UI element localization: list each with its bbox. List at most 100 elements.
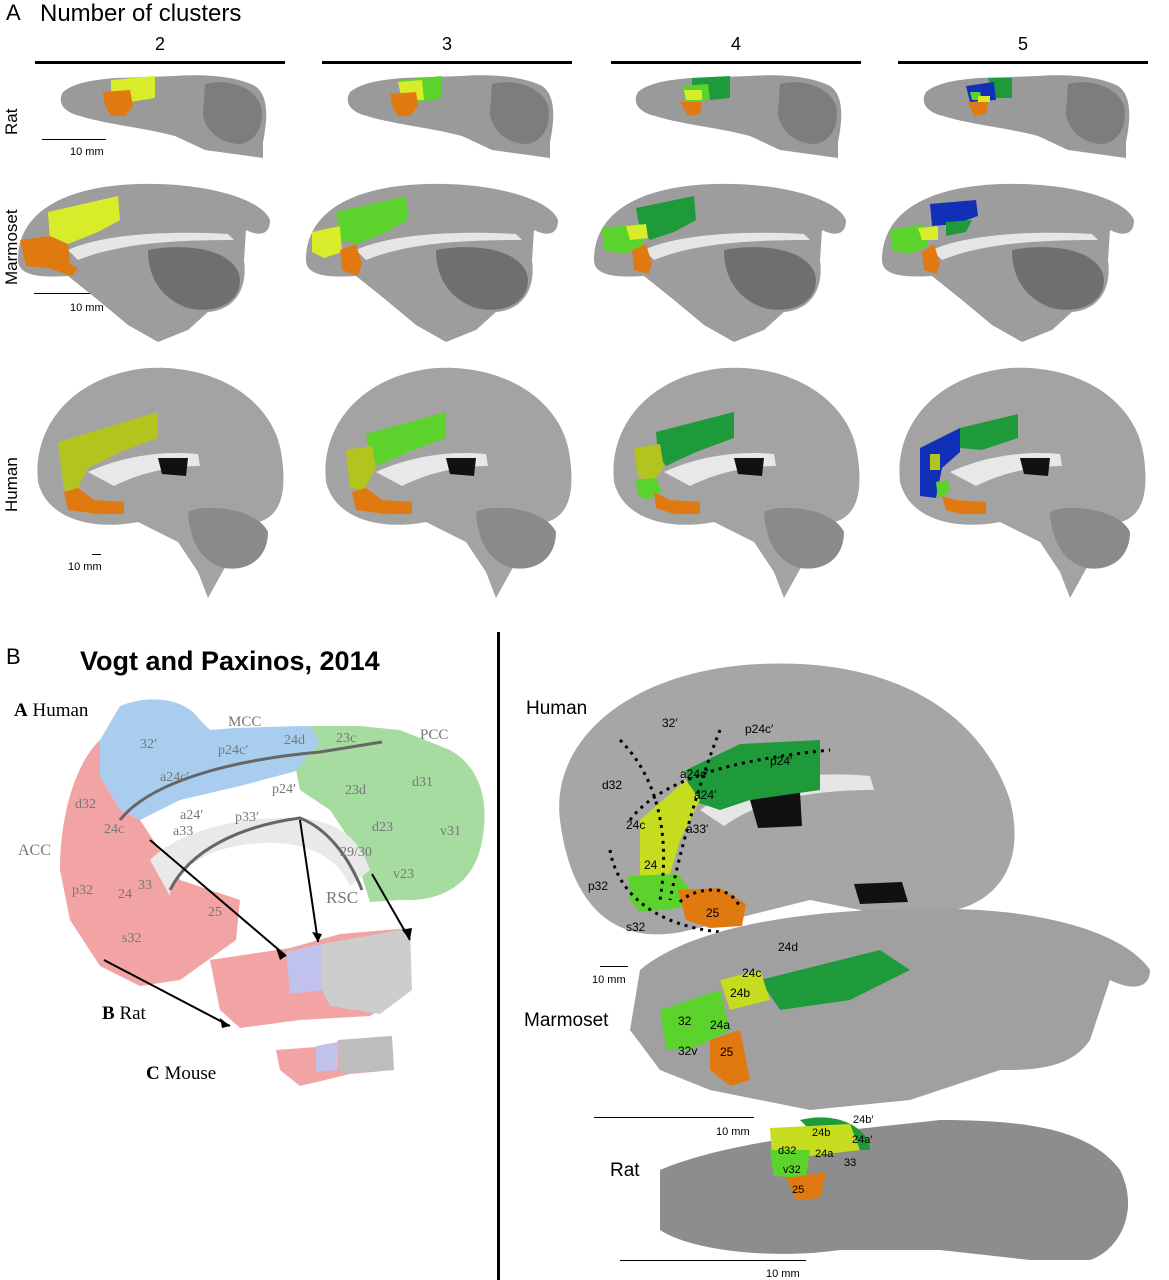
marmoset-area-label: 24c <box>742 966 762 980</box>
panel-a-letter: A <box>6 0 21 25</box>
panel-a-title: Number of clusters <box>40 0 242 27</box>
column-rule-4 <box>611 61 861 64</box>
atlas-area-label: 24 <box>118 887 132 902</box>
human-area-label: s32 <box>626 920 646 934</box>
right-rat-label: Rat <box>610 1160 640 1181</box>
right-human-label: Human <box>526 698 588 719</box>
human-brain-5-clusters <box>899 367 1146 598</box>
atlas-area-label: 24d <box>284 733 305 748</box>
column-header-3: 3 <box>441 34 452 54</box>
human-area-label: p24′ <box>770 754 793 768</box>
human-area-label: p32 <box>588 879 609 893</box>
rat-area-label: 24a′ <box>852 1134 873 1146</box>
human-area-label: p24c′ <box>745 722 774 736</box>
atlas-area-label: 32′ <box>140 737 158 752</box>
right-scale-bar-rat <box>620 1260 806 1261</box>
right-scale-bar-marmoset <box>594 1117 754 1118</box>
marmoset-area-label: 32 <box>678 1014 692 1028</box>
atlas-area-label: d32 <box>75 797 96 812</box>
atlas-rsc-label: RSC <box>326 888 359 907</box>
rat-brain-3-clusters <box>347 75 554 158</box>
atlas-area-label: 29/30 <box>340 845 372 860</box>
human-area-label: 32′ <box>662 716 678 730</box>
atlas-mouse-heading: C Mouse <box>146 1063 216 1085</box>
scale-label-rat: 10 mm <box>70 146 104 158</box>
atlas-area-label: d23 <box>372 820 393 835</box>
rat-area-label: v32 <box>783 1164 801 1176</box>
panel-divider <box>497 632 500 1280</box>
atlas-area-label: 23d <box>345 783 366 798</box>
rat-brain-2-clusters <box>60 75 267 158</box>
rat-area-label: d32 <box>778 1145 797 1157</box>
parcellation-figure <box>559 663 1150 1260</box>
human-area-label: d32 <box>602 778 623 792</box>
column-rule-5 <box>898 61 1148 64</box>
atlas-area-label: s32 <box>122 931 142 946</box>
atlas-area-label: 33 <box>138 878 152 893</box>
column-header-4: 4 <box>730 34 741 54</box>
atlas-area-label: d31 <box>412 775 433 790</box>
atlas-human-letter: A <box>14 700 28 721</box>
atlas-mouse-letter: C <box>146 1063 160 1084</box>
column-rule-2 <box>35 61 285 64</box>
atlas-area-label: v31 <box>440 824 461 839</box>
rat-area-label: 24a <box>815 1148 834 1160</box>
atlas-area-label: p33′ <box>235 810 260 825</box>
atlas-mcc-label: MCC <box>228 714 262 730</box>
marmoset-area-label: 24b <box>730 986 751 1000</box>
atlas-human-heading: A Human <box>14 700 88 722</box>
human-area-label: a24c′ <box>680 767 709 781</box>
column-header-2: 2 <box>154 34 165 54</box>
marmoset-area-label: 24d <box>778 940 799 954</box>
scale-bar-marmoset <box>34 293 109 294</box>
atlas-rat-label: Rat <box>119 1003 146 1024</box>
atlas-area-label: a33 <box>173 824 194 839</box>
right-scale-label-marmoset: 10 mm <box>716 1126 750 1138</box>
atlas-area-label: 24c <box>104 822 125 837</box>
right-scale-bar-human <box>600 966 628 967</box>
marmoset-area-label: 32v <box>678 1044 698 1058</box>
rat-area-label: 25 <box>792 1184 805 1196</box>
atlas-area-label: p32 <box>72 883 93 898</box>
human-brain-3-clusters <box>325 367 572 598</box>
atlas-area-label: 23c <box>336 731 357 746</box>
scale-label-marmoset: 10 mm <box>70 302 104 314</box>
atlas-mouse-label: Mouse <box>164 1063 217 1084</box>
column-header-5: 5 <box>1017 34 1028 54</box>
atlas-rat-letter: B <box>102 1003 115 1024</box>
atlas-area-label: p24′ <box>272 782 297 797</box>
rat-area-label: 33 <box>844 1157 857 1169</box>
atlas-area-label: a24′ <box>180 808 204 823</box>
marmoset-brain-5-clusters <box>882 183 1134 342</box>
human-brain-2-clusters <box>37 367 284 598</box>
right-scale-label-rat: 10 mm <box>766 1268 800 1280</box>
marmoset-brain-4-clusters <box>594 183 846 342</box>
atlas-human-label: Human <box>32 700 89 721</box>
atlas-acc-label: ACC <box>18 842 51 859</box>
panel-b-title: Vogt and Paxinos, 2014 <box>80 646 380 676</box>
row-label-rat: Rat <box>2 108 21 135</box>
rat-brain-5-clusters <box>923 75 1130 158</box>
marmoset-brain-2-clusters <box>18 183 270 342</box>
atlas-pcc-label: PCC <box>420 727 449 743</box>
human-area-label: a24′ <box>694 788 717 802</box>
human-brain-4-clusters <box>613 367 860 598</box>
row-label-human: Human <box>2 457 21 512</box>
right-scale-label-human: 10 mm <box>592 974 626 986</box>
marmoset-area-label: 24a <box>710 1018 731 1032</box>
atlas-area-label: v23 <box>393 867 414 882</box>
right-marmoset-label: Marmoset <box>524 1010 609 1031</box>
atlas-area-label: a24c′ <box>160 770 190 785</box>
atlas-area-label: 25 <box>208 905 222 920</box>
atlas-area-label: p24c′ <box>218 743 249 758</box>
atlas-rat-heading: B Rat <box>102 1003 146 1025</box>
human-area-label: 24c <box>626 818 646 832</box>
scale-bar-rat <box>42 139 106 140</box>
human-area-label: 25 <box>706 906 720 920</box>
rat-area-label: 24b <box>812 1127 831 1139</box>
scale-bar-human <box>92 554 101 555</box>
human-area-label: 24 <box>644 858 658 872</box>
marmoset-area-label: 25 <box>720 1045 734 1059</box>
scale-label-human: 10 mm <box>68 561 102 573</box>
panel-b-letter: B <box>6 644 21 669</box>
